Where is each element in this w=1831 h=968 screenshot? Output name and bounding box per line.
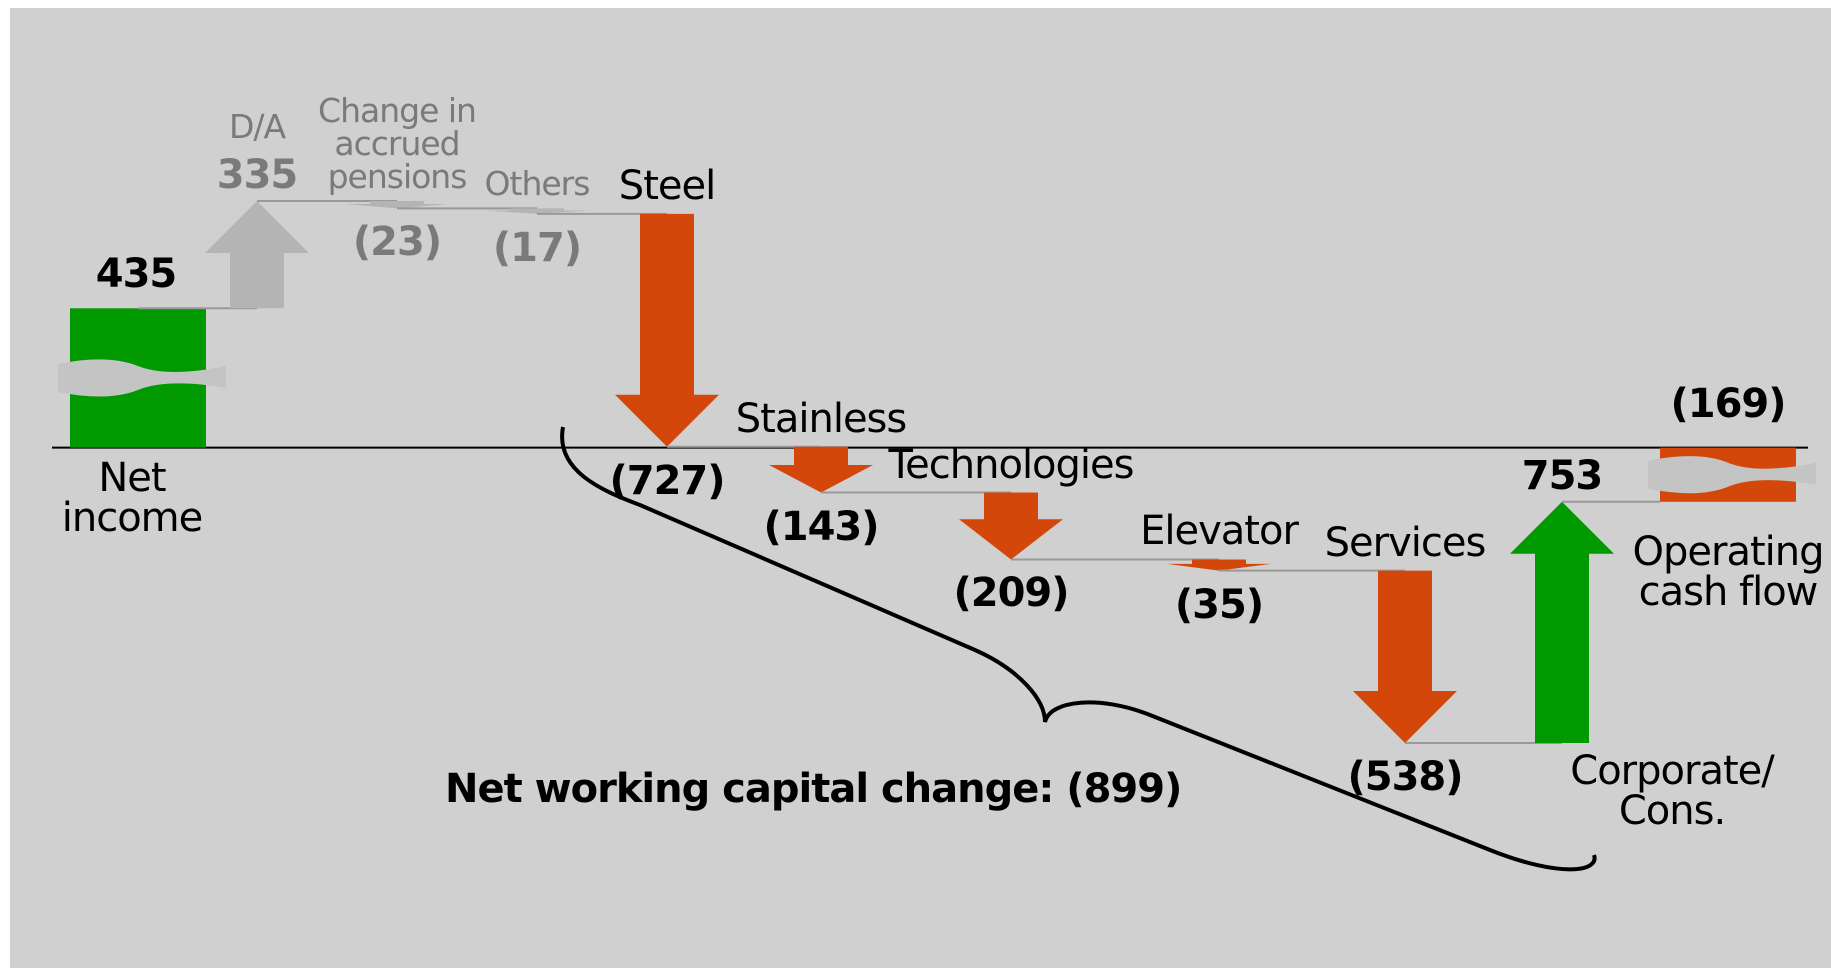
value-label: 753 <box>1521 452 1603 499</box>
value-label: (538) <box>1347 754 1463 800</box>
category-label: Others <box>484 164 591 204</box>
category-label: Stainless <box>735 395 907 442</box>
arrow <box>205 201 309 309</box>
category-label: Net income <box>61 454 204 541</box>
category-label: Technologies <box>888 441 1135 488</box>
category-label: D/A <box>228 107 286 146</box>
arrow <box>345 201 449 209</box>
category-label: Elevator <box>1140 508 1299 555</box>
value-label: (727) <box>609 457 725 504</box>
value-label: (17) <box>492 224 582 271</box>
arrow <box>1167 559 1271 571</box>
axis-break <box>58 359 226 397</box>
category-label: Services <box>1324 519 1487 566</box>
value-label: 435 <box>95 251 177 298</box>
arrow <box>615 213 719 447</box>
category-label: Corporate/ Cons. <box>1570 748 1774 834</box>
background <box>10 8 1831 968</box>
category-label: Change in accrued pensions <box>318 91 477 196</box>
brace <box>560 426 1597 872</box>
arrow <box>485 208 589 214</box>
arrow <box>1510 501 1614 743</box>
value-label: (143) <box>763 503 879 550</box>
value-label: (23) <box>352 219 442 266</box>
category-label: Steel <box>618 162 716 209</box>
value-label: (35) <box>1174 581 1264 628</box>
value-label: (169) <box>1670 380 1786 427</box>
value-label: (209) <box>953 570 1069 617</box>
axis-break <box>1648 456 1816 494</box>
arrow <box>959 492 1063 560</box>
annotation: Net working capital change: (899) <box>445 766 1182 812</box>
arrow <box>1353 570 1457 743</box>
arrow <box>769 446 873 493</box>
value-label: 335 <box>216 152 298 198</box>
category-label: Operating cash flow <box>1632 528 1825 615</box>
